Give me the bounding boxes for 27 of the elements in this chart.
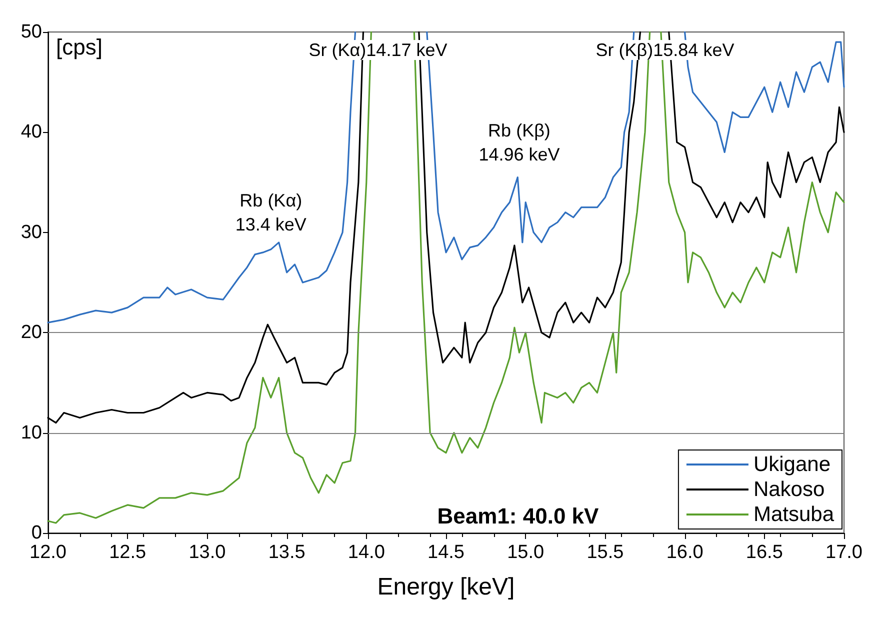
- y-tick-label: 0: [31, 522, 42, 544]
- y-tick-label: 20: [20, 322, 42, 344]
- x-tick-label: 16.0: [666, 542, 704, 563]
- x-tick-label: 14.5: [428, 542, 464, 563]
- x-tick-label: 15.0: [507, 542, 544, 563]
- x-tick-label: 16.5: [746, 542, 783, 563]
- legend-label: Ukigane: [753, 453, 831, 476]
- annotation: Rb (Kβ) 14.96 keV: [478, 120, 560, 164]
- x-tick-label: 13.5: [268, 542, 306, 563]
- y-tick-label: 40: [20, 122, 42, 143]
- x-tick-label: 17.0: [826, 542, 862, 563]
- y-tick-label: 30: [20, 222, 42, 243]
- annotation: Rb (Kα) 13.4 keV: [235, 190, 306, 234]
- x-tick-label: 13.0: [188, 542, 226, 563]
- annotation: Beam1: 40.0 kV: [437, 504, 600, 528]
- y-tick-label: 10: [20, 422, 42, 444]
- annotation: Sr (Kβ)15.84 keV: [596, 40, 734, 60]
- x-tick-label: 14.0: [348, 542, 385, 563]
- legend-label: Nakoso: [753, 478, 825, 501]
- x-tick-label: 12.5: [109, 542, 146, 563]
- annotation: Sr (Kα)14.17 keV: [308, 40, 448, 60]
- x-tick-label: 12.0: [30, 542, 66, 563]
- y-axis-title: [cps]: [56, 34, 102, 60]
- x-tick-label: 15.5: [586, 542, 624, 563]
- x-axis-title: Energy [keV]: [377, 574, 515, 600]
- legend-label: Matsuba: [753, 503, 834, 526]
- y-tick-label: 50: [20, 22, 42, 42]
